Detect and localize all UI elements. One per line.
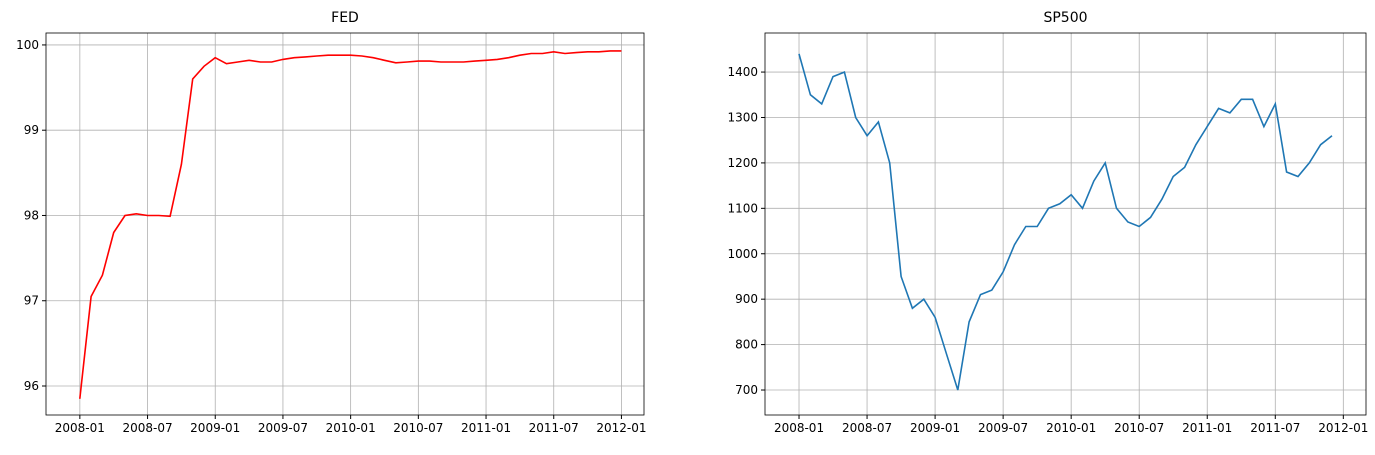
x-tick-label: 2011-01 [461,421,511,435]
y-tick-label: 900 [735,292,758,306]
y-tick-label: 97 [24,294,39,308]
y-tick-label: 700 [735,383,758,397]
y-tick-label: 99 [24,123,39,137]
x-tick-label: 2012-01 [1318,421,1368,435]
x-tick-label: 2008-01 [774,421,824,435]
y-tick-label: 1200 [727,156,758,170]
x-tick-label: 2009-07 [258,421,308,435]
x-tick-label: 2011-07 [1250,421,1300,435]
x-tick-label: 2010-07 [1114,421,1164,435]
y-tick-label: 1100 [727,201,758,215]
x-tick-label: 2009-01 [910,421,960,435]
y-tick-label: 100 [16,38,39,52]
y-tick-label: 98 [24,208,39,222]
x-tick-label: 2010-01 [326,421,376,435]
y-tick-label: 96 [24,379,39,393]
y-tick-label: 1300 [727,110,758,124]
x-tick-label: 2008-07 [122,421,172,435]
x-tick-label: 2008-07 [842,421,892,435]
x-tick-label: 2011-07 [529,421,579,435]
x-tick-label: 2009-01 [190,421,240,435]
x-tick-label: 2011-01 [1182,421,1232,435]
y-tick-label: 1400 [727,65,758,79]
y-tick-label: 800 [735,338,758,352]
data-line [798,53,1333,391]
x-tick-label: 2008-01 [55,421,105,435]
axes-frame [45,32,645,416]
data-line [79,50,622,399]
chart-title: FED [331,10,359,26]
chart-title: SP500 [1043,10,1087,26]
y-tick-label: 1000 [727,247,758,261]
x-tick-label: 2012-01 [596,421,646,435]
x-tick-label: 2010-01 [1046,421,1096,435]
x-tick-label: 2010-07 [393,421,443,435]
axes-frame [764,32,1367,416]
x-tick-label: 2009-07 [978,421,1028,435]
